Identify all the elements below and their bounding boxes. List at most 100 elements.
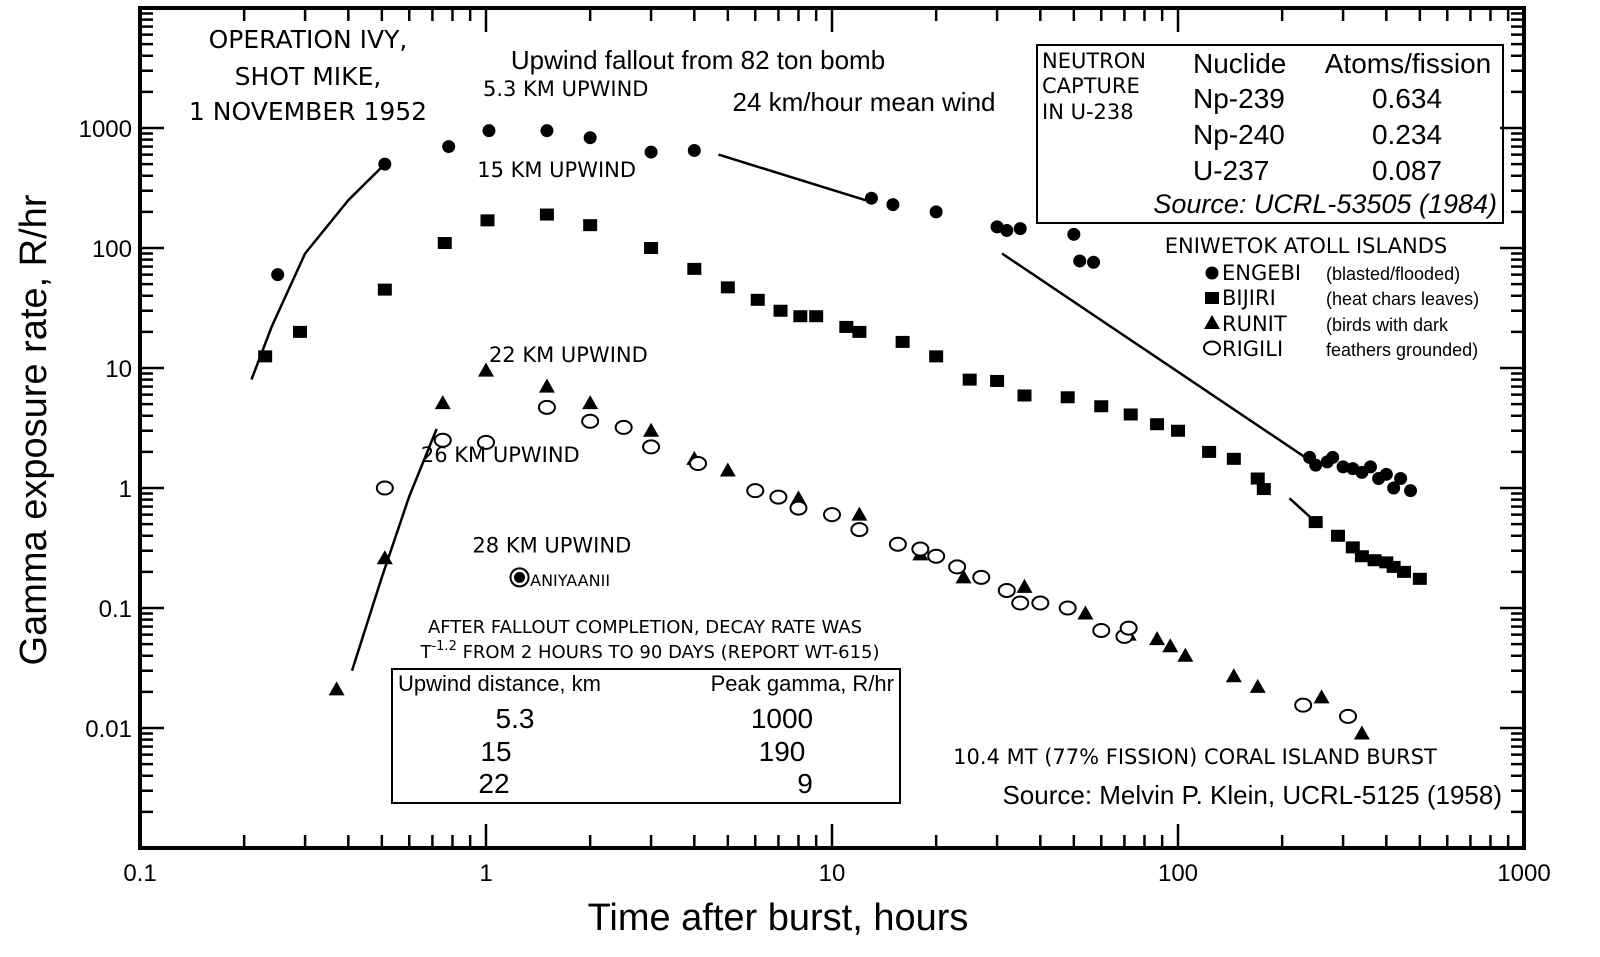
triangle-point xyxy=(582,395,599,410)
open-circle-point xyxy=(642,439,661,455)
y-tick-label: 100 xyxy=(92,236,132,263)
square-point xyxy=(1202,445,1217,458)
open-circle-point xyxy=(433,432,452,448)
y-tick-label: 1 xyxy=(119,476,132,503)
open-circle-point xyxy=(614,419,633,435)
circle-point xyxy=(1309,458,1323,472)
circle-point xyxy=(1087,255,1101,269)
open-circle-point xyxy=(850,522,869,538)
circle-point xyxy=(886,198,900,212)
open-circle-point xyxy=(1294,697,1313,713)
series-label: 5.3 KM UPWIND xyxy=(483,77,649,101)
title-line-3: 1 NOVEMBER 1952 xyxy=(189,97,427,126)
open-circle-point xyxy=(888,536,907,552)
open-circle-point xyxy=(537,399,556,415)
triangle-point xyxy=(719,462,736,477)
open-circle-point xyxy=(789,500,808,516)
open-circle-point xyxy=(581,413,600,429)
square-point xyxy=(292,325,307,338)
y-tick-label: 10 xyxy=(105,356,132,383)
series-labels: 5.3 KM UPWIND 15 KM UPWIND 22 KM UPWIND 26 … xyxy=(421,77,649,590)
peak-row-1-gamma: 1000 xyxy=(751,703,813,734)
open-circle-point xyxy=(689,456,708,472)
circle-point xyxy=(1387,481,1401,495)
axis-ticks xyxy=(140,8,1524,848)
neutron-side-3: IN U-238 xyxy=(1042,100,1134,124)
legend-marker-open-circle xyxy=(1203,340,1221,356)
triangle-point xyxy=(1177,647,1194,662)
neutron-row-1-nuclide: Np-239 xyxy=(1193,83,1285,114)
circle-point xyxy=(1067,227,1081,241)
open-circle-point xyxy=(823,507,841,523)
y-tick-label: 0.01 xyxy=(85,716,132,743)
fit-curve xyxy=(250,163,386,381)
chart-subtitle: Upwind fallout from 82 ton bomb xyxy=(511,45,885,75)
circle-point xyxy=(864,191,878,205)
legend-note-rigili: feathers grounded) xyxy=(1326,340,1478,360)
source-note: Source: Melvin P. Klein, UCRL-5125 (1958… xyxy=(1002,780,1502,810)
square-point xyxy=(1017,389,1032,402)
legend-title: ENIWETOK ATOLL ISLANDS xyxy=(1165,234,1447,258)
open-circle-point xyxy=(1011,595,1030,611)
triangle-point xyxy=(538,378,555,393)
decay-exponent: -1.2 xyxy=(431,639,456,654)
circle-point xyxy=(1000,223,1014,237)
circle-point xyxy=(1336,460,1350,474)
circle-point xyxy=(583,131,597,145)
circle-point xyxy=(1363,460,1377,474)
neutron-row-2-nuclide: Np-240 xyxy=(1193,119,1285,150)
square-point xyxy=(720,281,735,294)
neutron-side-2: CAPTURE xyxy=(1042,74,1140,98)
wind-note: 24 km/hour mean wind xyxy=(732,87,995,117)
circle-point xyxy=(1394,471,1408,485)
series-label: 28 KM UPWIND xyxy=(472,534,631,558)
square-point xyxy=(480,214,495,227)
triangle-point xyxy=(1249,678,1266,693)
peak-row-1-distance: 5.3 xyxy=(496,703,535,734)
burst-note: 10.4 MT (77% FISSION) CORAL ISLAND BURST xyxy=(953,745,1437,769)
y-tick-label: 0.1 xyxy=(99,596,132,623)
square-point xyxy=(793,310,808,323)
decay-note-line-2: T-1.2 FROM 2 HOURS TO 90 DAYS (REPORT WT… xyxy=(419,639,879,663)
open-circle-point xyxy=(375,480,394,496)
x-tick-labels: 0.1 1 10 100 1000 xyxy=(123,860,1550,887)
target-point xyxy=(509,567,530,588)
peak-row-3-gamma: 9 xyxy=(797,768,813,799)
square-point xyxy=(687,262,702,275)
peak-table: Upwind distance, km Peak gamma, R/hr 5.3… xyxy=(391,668,901,804)
legend-background xyxy=(1132,232,1480,256)
circle-point xyxy=(540,124,554,138)
decay-note: AFTER FALLOUT COMPLETION, DECAY RATE WAS… xyxy=(419,617,879,663)
y-axis-label: Gamma exposure rate, R/hr xyxy=(13,194,55,665)
square-point xyxy=(583,219,598,232)
legend: ENIWETOK ATOLL ISLANDS ENGEBI BIJIRI RUN… xyxy=(1132,232,1480,361)
triangle-point xyxy=(376,550,393,565)
open-circle-point xyxy=(1119,620,1138,636)
x-tick-label: 1000 xyxy=(1497,860,1550,887)
triangle-point xyxy=(1016,578,1033,593)
circle-point xyxy=(271,268,285,282)
square-point xyxy=(258,350,273,363)
neutron-row-1-value: 0.634 xyxy=(1372,83,1442,114)
y-tick-label: 1000 xyxy=(79,116,132,143)
circle-point xyxy=(644,145,658,159)
legend-marker-triangle xyxy=(1204,315,1220,329)
square-point xyxy=(809,310,824,323)
square-point xyxy=(773,304,788,317)
triangle-point xyxy=(434,395,451,410)
open-circle-point xyxy=(1092,622,1111,638)
legend-name-runit: RUNIT xyxy=(1222,312,1287,336)
legend-name-engebi: ENGEBI xyxy=(1222,261,1301,285)
title-block: OPERATION IVY, SHOT MIKE, 1 NOVEMBER 195… xyxy=(189,25,427,126)
square-point xyxy=(1226,452,1241,465)
triangle-point xyxy=(1353,725,1370,740)
square-point xyxy=(1367,554,1382,567)
open-circle-point xyxy=(1031,595,1050,611)
fit-curve xyxy=(350,428,438,672)
circle-point xyxy=(1404,484,1418,498)
x-tick-label: 0.1 xyxy=(123,860,156,887)
legend-name-rigili: RIGILI xyxy=(1222,337,1283,361)
circle-point xyxy=(1379,467,1393,481)
circle-point xyxy=(1013,222,1027,236)
circle-point xyxy=(482,124,496,138)
